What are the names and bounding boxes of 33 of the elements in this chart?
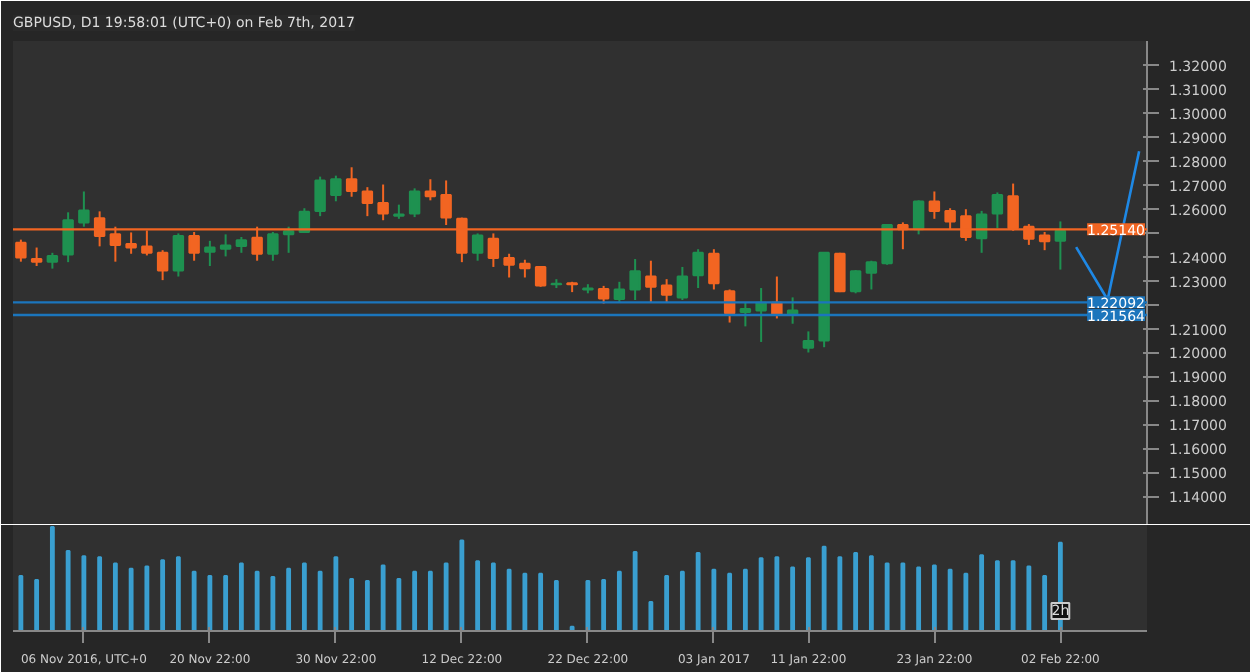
candlestick	[267, 230, 279, 262]
candlestick	[708, 248, 720, 291]
candlestick	[219, 233, 232, 258]
candlestick	[660, 278, 673, 304]
candlestick	[172, 232, 185, 278]
candlestick	[471, 232, 484, 262]
candlestick	[613, 280, 626, 304]
candlestick	[802, 330, 815, 354]
candlestick	[204, 239, 216, 267]
candlestick	[1054, 220, 1067, 271]
candlestick	[503, 252, 515, 279]
candlestick	[424, 178, 437, 202]
candlestick	[849, 269, 862, 295]
candlestick	[881, 223, 893, 266]
candlestick	[629, 258, 641, 302]
candlestick	[62, 211, 74, 264]
candlestick	[377, 183, 389, 222]
candlestick	[330, 174, 342, 203]
candlestick	[156, 249, 169, 282]
candlestick	[645, 259, 657, 304]
candlestick	[345, 166, 358, 198]
candlestick	[361, 186, 374, 218]
candlestick	[78, 190, 90, 228]
candlestick	[408, 187, 421, 219]
candlestick	[676, 265, 689, 302]
candlestick	[865, 259, 878, 291]
candlestick	[739, 301, 752, 328]
candlestick	[928, 190, 941, 220]
candlestick	[30, 246, 43, 267]
candlestick	[15, 238, 27, 263]
candlestick	[991, 191, 1004, 230]
candlestick	[314, 175, 326, 218]
candlestick	[692, 248, 704, 290]
